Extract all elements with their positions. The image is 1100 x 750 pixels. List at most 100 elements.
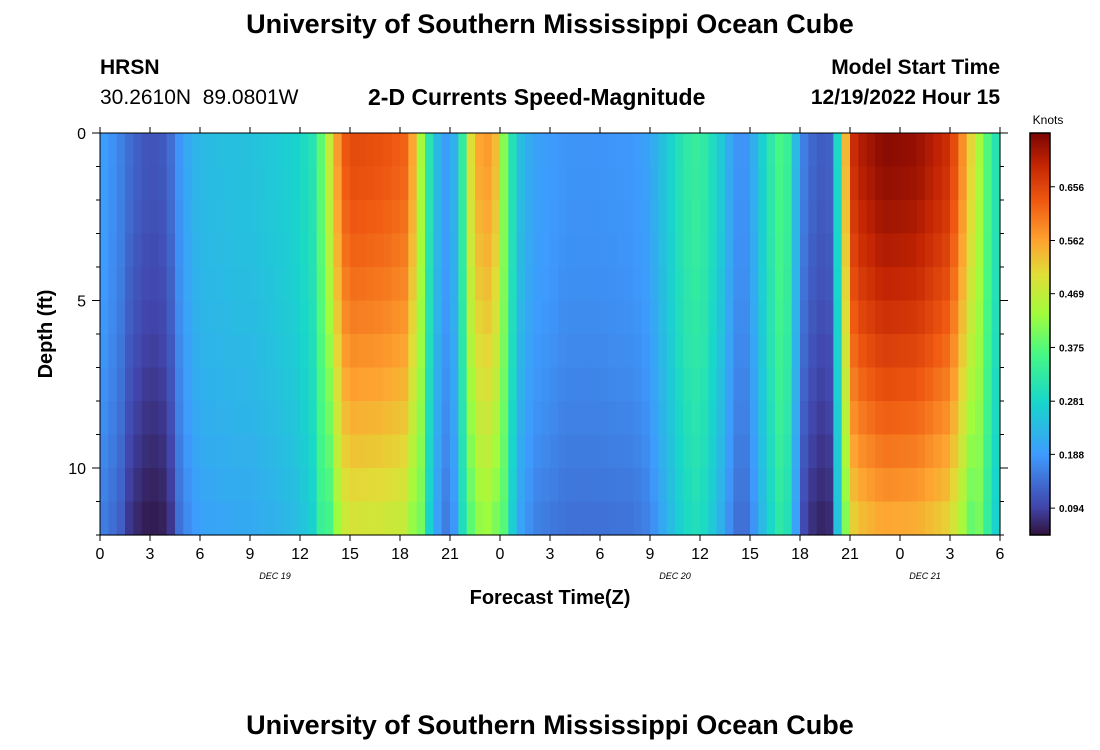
heatmap-cell [250, 166, 259, 201]
heatmap-cell [208, 133, 218, 168]
heatmap-cell [416, 367, 426, 402]
heatmap-cell [508, 468, 518, 503]
heatmap-cell [491, 300, 501, 335]
heatmap-cell [833, 434, 843, 469]
x-tick-label: 18 [791, 546, 809, 563]
heatmap-cell [125, 133, 134, 168]
heatmap-cell [141, 501, 151, 536]
heatmap-cell [716, 233, 726, 268]
heatmap-cell [133, 133, 143, 168]
heatmap-cell [300, 233, 309, 268]
heatmap-cell [891, 267, 901, 302]
x-tick-label: 0 [896, 546, 905, 563]
colorbar-tick-label: 0.375 [1059, 343, 1084, 354]
heatmap-cell [425, 166, 434, 201]
heatmap-cell [700, 233, 709, 268]
heatmap-cell [341, 200, 351, 235]
heatmap-cell [558, 300, 568, 335]
heatmap-cell [500, 334, 509, 369]
model-start-value: 12/19/2022 Hour 15 [810, 86, 1000, 109]
heatmap-cell [700, 367, 709, 402]
heatmap-cell [450, 468, 459, 503]
heatmap-cell [958, 367, 968, 402]
heatmap-cell [841, 200, 851, 235]
heatmap-cell [375, 501, 384, 536]
heatmap-cell [525, 133, 534, 168]
heatmap-cell [575, 367, 584, 402]
heatmap-cell [733, 501, 743, 536]
heatmap-cell [750, 401, 759, 436]
heatmap-cell [158, 267, 168, 302]
y-axis-label: Depth (ft) [35, 290, 57, 379]
heatmap-cell [658, 300, 668, 335]
heatmap-cell [341, 468, 351, 503]
heatmap-cell [483, 200, 493, 235]
heatmap-cell [158, 133, 168, 168]
heatmap-cell [433, 267, 443, 302]
heatmap-cell [100, 367, 109, 402]
page-title: University of Southern Mississippi Ocean… [246, 9, 854, 39]
heatmap-cell [133, 200, 143, 235]
heatmap-cell [250, 300, 259, 335]
heatmap-cell [625, 300, 634, 335]
heatmap-cell [483, 501, 493, 536]
heatmap-cell [175, 468, 184, 503]
heatmap-cell [983, 501, 993, 536]
heatmap-cell [666, 300, 676, 335]
heatmap-cell [141, 166, 151, 201]
heatmap-cell [300, 434, 309, 469]
heatmap-cell [166, 434, 176, 469]
heatmap-cell [941, 300, 951, 335]
heatmap-cell [425, 233, 434, 268]
heatmap-cell [241, 233, 251, 268]
heatmap-cell [841, 166, 851, 201]
heatmap-cell [691, 367, 701, 402]
heatmap-cell [566, 334, 576, 369]
heatmap-cell [875, 267, 884, 302]
heatmap-cell [966, 434, 976, 469]
heatmap-cell [366, 300, 376, 335]
heatmap-cell [208, 233, 218, 268]
heatmap-cell [991, 267, 1001, 302]
heatmap-cell [766, 367, 776, 402]
heatmap-cell [225, 434, 234, 469]
heatmap-cell [658, 501, 668, 536]
heatmap-cell [941, 334, 951, 369]
heatmap-cell [166, 468, 176, 503]
heatmap-cell [316, 401, 326, 436]
heatmap-cell [733, 133, 743, 168]
heatmap-cell [925, 468, 934, 503]
heatmap-cell [108, 166, 118, 201]
heatmap-cell [766, 267, 776, 302]
heatmap-cell [141, 233, 151, 268]
heatmap-cell [483, 334, 493, 369]
heatmap-cell [616, 401, 626, 436]
heatmap-cell [575, 233, 584, 268]
heatmap-cell [966, 133, 976, 168]
heatmap-cell [800, 468, 809, 503]
heatmap-cell [991, 334, 1001, 369]
heatmap-cell [650, 200, 659, 235]
heatmap-cell [158, 300, 168, 335]
heatmap-cell [733, 166, 743, 201]
heatmap-cell [966, 468, 976, 503]
heatmap-cell [841, 501, 851, 536]
heatmap-cell [658, 233, 668, 268]
heatmap-cell [366, 501, 376, 536]
heatmap-cell [400, 367, 409, 402]
heatmap-cell [458, 300, 468, 335]
heatmap-cell [200, 233, 209, 268]
heatmap-cell [591, 233, 601, 268]
heatmap-cell [133, 501, 143, 536]
heatmap-cell [408, 200, 418, 235]
heatmap-cell [225, 200, 234, 235]
heatmap-cell [200, 501, 209, 536]
x-tick-label: 3 [146, 546, 155, 563]
heatmap-cell [441, 501, 451, 536]
x-axis: 0 3 6 9 12 15 18 21 0 3 6 9 12 15 18 21 0 3 6 DEC 19 DEC 20 D… [96, 127, 1005, 581]
heatmap-cell [491, 401, 501, 436]
heatmap-cell [775, 133, 784, 168]
heatmap-cell [266, 133, 276, 168]
heatmap-cell [116, 468, 126, 503]
heatmap-cell [816, 434, 826, 469]
